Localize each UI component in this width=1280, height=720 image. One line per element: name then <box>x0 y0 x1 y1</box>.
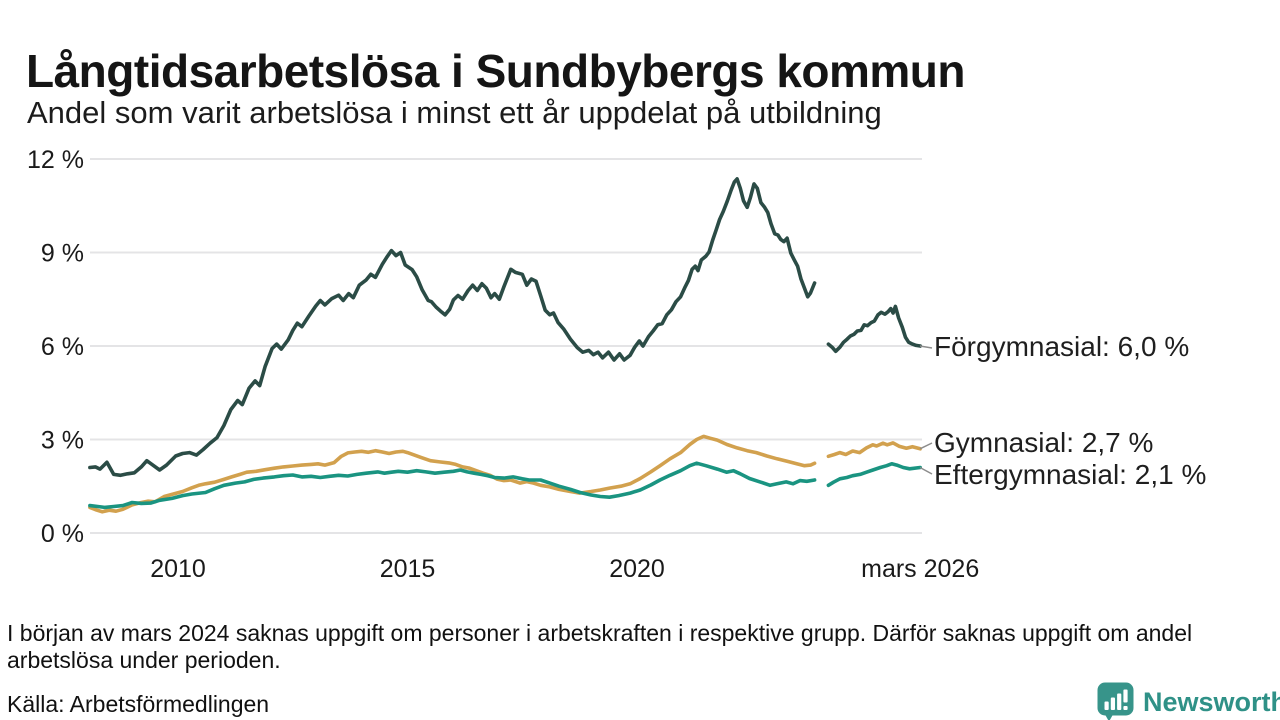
newsworthy-logo-text: Newsworthy <box>1143 686 1280 717</box>
y-tick-label: 12 % <box>27 146 84 174</box>
page-title: Långtidsarbetslösa i Sundbybergs kommun <box>26 44 966 97</box>
newsworthy-logo[interactable]: Newsworthy <box>1097 682 1280 720</box>
series-line-eftergymnasial <box>88 461 817 510</box>
series-line-gymnasial <box>826 441 923 459</box>
label-connector <box>919 466 933 475</box>
series-line-förgymnasial <box>826 304 923 354</box>
series-line-gymnasial <box>88 434 817 514</box>
x-tick-label: 2015 <box>380 555 436 583</box>
page-subtitle: Andel som varit arbetslösa i minst ett å… <box>27 95 882 130</box>
y-tick-label: 0 % <box>41 520 84 548</box>
y-tick-label: 3 % <box>41 426 84 454</box>
label-connector <box>919 442 933 450</box>
series-line-eftergymnasial <box>826 461 923 488</box>
label-connector <box>919 345 933 349</box>
series-end-label-gymnasial: Gymnasial: 2,7 % <box>934 427 1154 458</box>
y-tick-label: 6 % <box>41 333 84 361</box>
series-end-label-forgymnasial: Förgymnasial: 6,0 % <box>934 331 1190 362</box>
y-tick-label: 9 % <box>41 239 84 267</box>
x-tick-label: mars 2026 <box>861 555 979 583</box>
x-tick-label: 2010 <box>150 555 206 583</box>
series-line-förgymnasial <box>88 177 817 478</box>
footnote: I början av mars 2024 saknas uppgift om … <box>7 620 1193 673</box>
x-tick-label: 2020 <box>609 555 665 583</box>
series-end-label-eftergymnasial: Eftergymnasial: 2,1 % <box>934 459 1207 490</box>
source-credit: Källa: Arbetsförmedlingen <box>7 691 270 717</box>
newsworthy-logo-icon <box>1097 682 1134 720</box>
